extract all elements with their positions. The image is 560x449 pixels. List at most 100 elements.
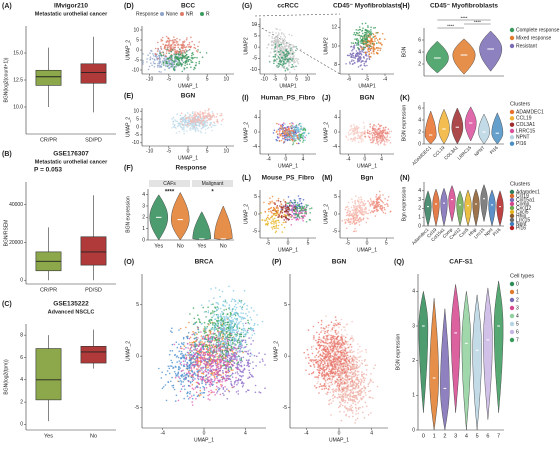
legend-swatch bbox=[510, 194, 514, 198]
cell-point bbox=[302, 220, 304, 222]
cell-point bbox=[373, 140, 375, 142]
cell-point bbox=[202, 351, 204, 353]
cell-point bbox=[297, 219, 299, 221]
cell-point bbox=[207, 120, 209, 122]
cell-point bbox=[282, 127, 284, 129]
cell-point bbox=[177, 62, 179, 64]
cell-point bbox=[296, 219, 298, 221]
cell-point bbox=[360, 46, 362, 48]
cell-point bbox=[375, 128, 377, 130]
cell-point bbox=[280, 127, 282, 129]
cell-point bbox=[357, 138, 359, 140]
x-tick-label: -4 bbox=[160, 430, 165, 436]
cell-point bbox=[222, 393, 224, 395]
x-tick-label: -4 bbox=[346, 156, 351, 162]
panel-label: (E) bbox=[124, 93, 133, 100]
legend-label: Pi16 bbox=[516, 225, 526, 231]
cell-point bbox=[178, 59, 180, 61]
cell-point bbox=[287, 69, 289, 71]
cell-point bbox=[352, 215, 354, 217]
cell-point bbox=[278, 65, 280, 67]
cell-point bbox=[249, 372, 251, 374]
cell-point bbox=[174, 124, 176, 126]
cell-point bbox=[283, 52, 285, 54]
cell-point bbox=[157, 42, 159, 44]
cell-point bbox=[200, 322, 202, 324]
y-axis-label: UMAP_2 bbox=[243, 204, 249, 224]
cell-point bbox=[202, 120, 204, 122]
cell-point bbox=[284, 222, 286, 224]
cell-point bbox=[289, 34, 291, 36]
cell-point bbox=[269, 61, 271, 63]
cell-point bbox=[242, 386, 244, 388]
cell-point bbox=[150, 56, 152, 58]
cell-point bbox=[161, 372, 163, 374]
cell-point bbox=[243, 339, 245, 341]
cell-point bbox=[227, 378, 229, 380]
cell-point bbox=[178, 54, 180, 56]
cell-point bbox=[195, 364, 197, 366]
panel-title: CD45⁻ Myofibroblasts bbox=[430, 3, 498, 10]
cell-point bbox=[309, 212, 311, 214]
cell-point bbox=[217, 380, 219, 382]
cell-point bbox=[173, 117, 175, 119]
cell-point bbox=[365, 52, 367, 54]
cell-point bbox=[201, 381, 203, 383]
y-tick-label: 2 bbox=[20, 399, 23, 405]
cell-point bbox=[370, 29, 372, 31]
cell-point bbox=[205, 364, 207, 366]
y-tick-label: 40000 bbox=[9, 202, 23, 208]
cell-point bbox=[348, 134, 350, 136]
cell-point bbox=[376, 209, 378, 211]
cell-point bbox=[279, 205, 281, 207]
cell-point bbox=[197, 314, 199, 316]
cell-point bbox=[282, 136, 284, 138]
cell-point bbox=[191, 117, 193, 119]
cell-point bbox=[152, 58, 154, 60]
cell-point bbox=[186, 51, 188, 53]
cell-point bbox=[301, 218, 303, 220]
cell-point bbox=[283, 66, 285, 68]
cell-point bbox=[221, 331, 223, 333]
cell-point bbox=[276, 65, 278, 67]
cell-point bbox=[189, 46, 191, 48]
legend-swatch bbox=[510, 206, 514, 210]
cell-point bbox=[289, 123, 291, 125]
cell-point bbox=[194, 44, 196, 46]
cell-point bbox=[216, 348, 218, 350]
cell-point bbox=[153, 61, 155, 63]
y-axis-label: UMAP_2 bbox=[125, 117, 131, 137]
cell-point bbox=[187, 44, 189, 46]
cell-point bbox=[234, 383, 236, 385]
cell-point bbox=[305, 212, 307, 214]
cell-point bbox=[189, 49, 191, 51]
panel-label: (D) bbox=[124, 3, 134, 10]
cell-point bbox=[236, 331, 238, 333]
cell-point bbox=[375, 35, 377, 37]
cell-point bbox=[247, 353, 249, 355]
x-tick-label: 0 bbox=[284, 76, 287, 82]
cell-point bbox=[287, 140, 289, 142]
cell-point bbox=[371, 52, 373, 54]
cell-point bbox=[199, 61, 201, 63]
cell-point bbox=[361, 48, 363, 50]
cell-point bbox=[243, 357, 245, 359]
cell-point bbox=[353, 55, 355, 57]
cell-point bbox=[291, 210, 293, 212]
cell-point bbox=[212, 322, 214, 324]
cell-point bbox=[181, 364, 183, 366]
cell-point bbox=[281, 216, 283, 218]
cell-point bbox=[207, 114, 209, 116]
cell-point bbox=[197, 370, 199, 372]
cell-point bbox=[348, 218, 350, 220]
cell-point bbox=[237, 382, 239, 384]
cell-point bbox=[245, 391, 247, 393]
cell-point bbox=[367, 132, 369, 134]
x-tick-label: 4 bbox=[380, 156, 383, 162]
cell-point bbox=[250, 374, 252, 376]
cell-point bbox=[301, 213, 303, 215]
cell-point bbox=[288, 46, 290, 48]
cell-point bbox=[345, 222, 347, 224]
cell-point bbox=[216, 368, 218, 370]
y-axis-label: BGN bbox=[401, 46, 407, 57]
